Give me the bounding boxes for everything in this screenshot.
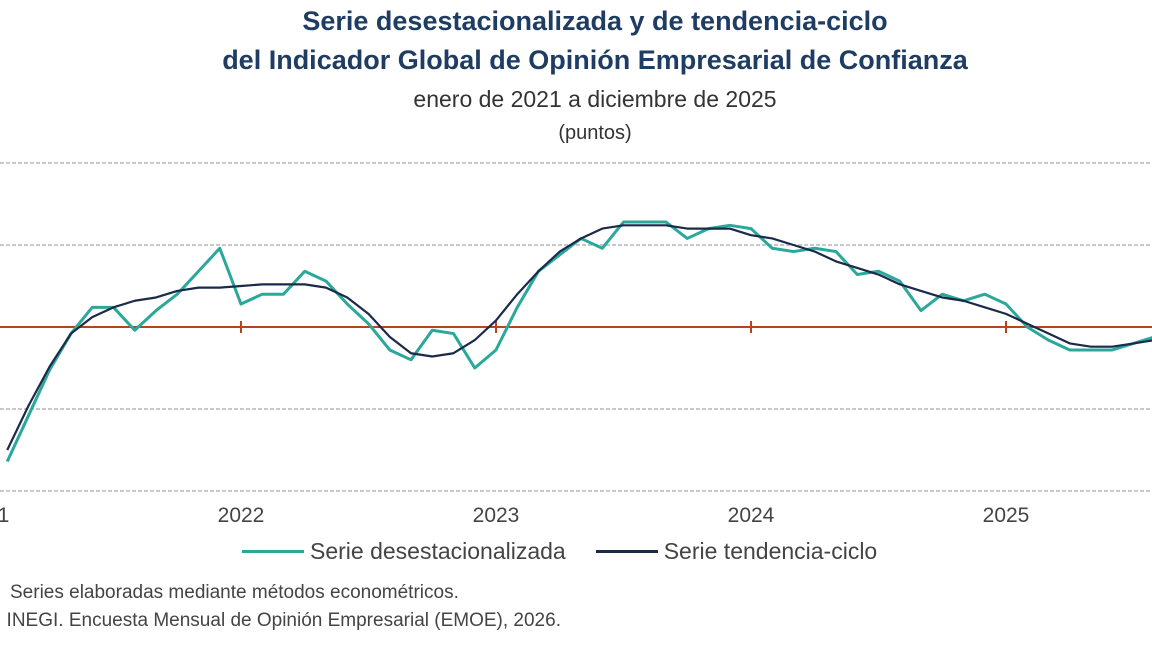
x-tick-label: 2025 — [983, 504, 1030, 527]
legend-swatch-tendencia — [595, 550, 658, 553]
series-tendencia-ciclo-line — [6, 224, 1152, 451]
chart-title: Serie desestacionalizada y de tendencia-… — [302, 6, 888, 36]
x-tick-label: 2022 — [218, 504, 265, 527]
legend: Serie desestacionalizada Serie tendencia… — [242, 538, 877, 565]
chart-subtitle: enero de 2021 a diciembre de 2025 — [413, 86, 777, 112]
footnote: Series elaboradas mediante métodos econo… — [10, 582, 459, 603]
chart-title-line2: del Indicador Global de Opinión Empresar… — [222, 45, 968, 75]
x-tick-label: 2023 — [473, 504, 520, 527]
x-tick-label: 2024 — [728, 504, 775, 527]
x-tick-label: 2021 — [0, 504, 9, 527]
series-desestacionalizada-line — [5, 220, 1152, 463]
legend-label: Serie desestacionalizada — [310, 538, 566, 564]
legend-swatch-desestacionalizada — [242, 550, 304, 553]
chart-unit: (puntos) — [558, 122, 632, 144]
source-note: : INEGI. Encuesta Mensual de Opinión Emp… — [0, 610, 561, 631]
legend-label: Serie tendencia-ciclo — [663, 538, 878, 564]
